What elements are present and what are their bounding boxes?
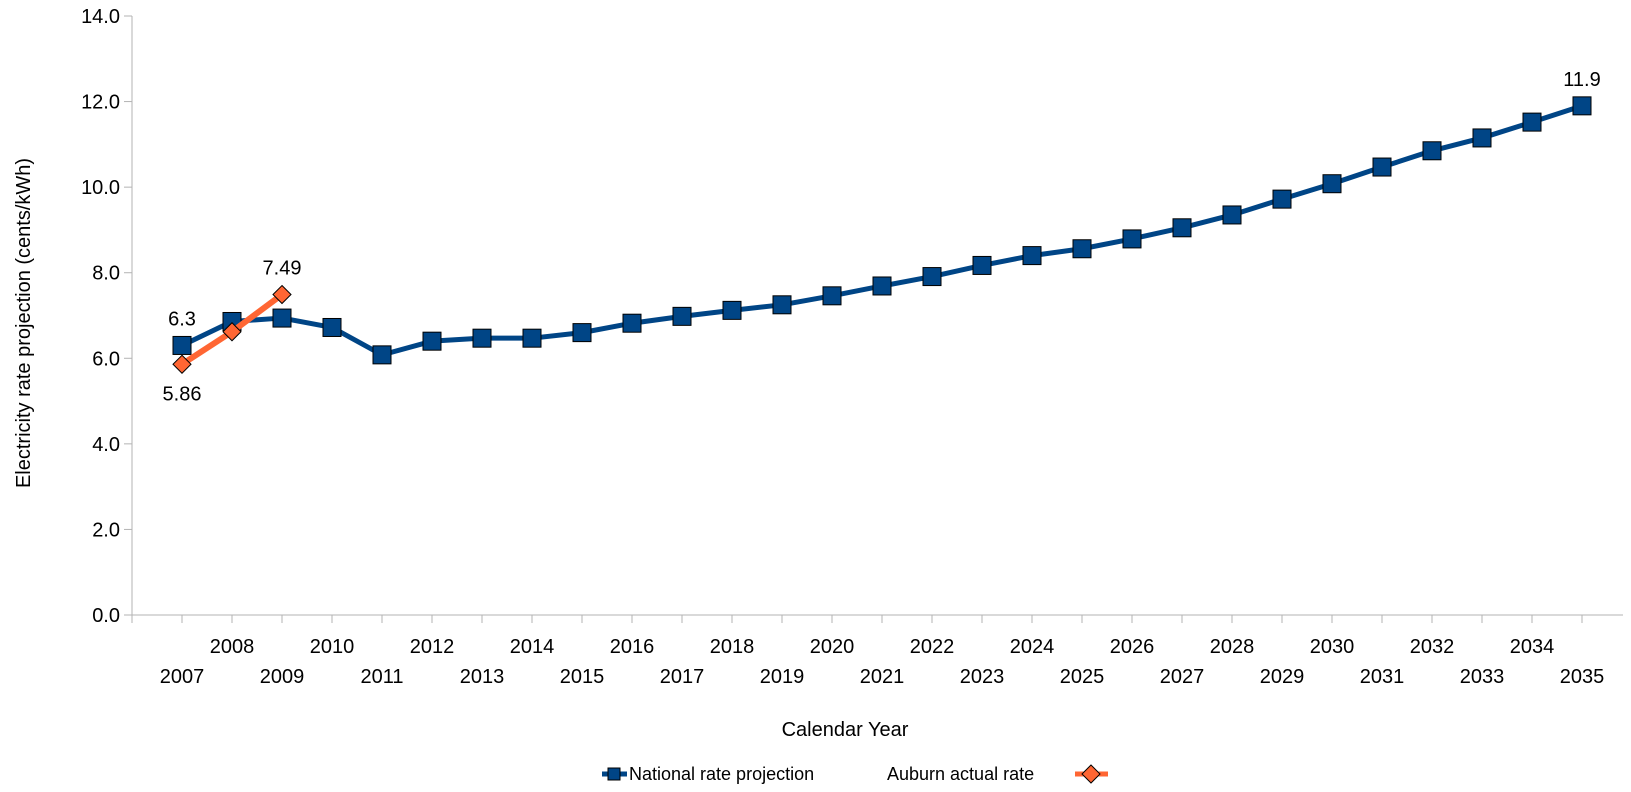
- data-label: 6.3: [168, 308, 196, 330]
- national-marker: [522, 328, 542, 348]
- national-marker: [1322, 174, 1342, 194]
- x-tick-label: 2033: [1460, 666, 1505, 688]
- national-marker: [1022, 246, 1042, 266]
- national-marker: [372, 345, 392, 365]
- x-tick-label: 2031: [1360, 666, 1405, 688]
- national-marker: [1222, 205, 1242, 225]
- legend-item-auburn: Auburn actual rate: [887, 764, 1108, 784]
- x-tick-label: 2007: [160, 666, 205, 688]
- x-tick-label: 2032: [1410, 636, 1455, 658]
- national-marker: [672, 306, 692, 326]
- y-tick-label: 14.0: [81, 6, 120, 28]
- national-marker: [1572, 96, 1592, 116]
- x-tick-label: 2021: [860, 666, 905, 688]
- national-marker: [1372, 157, 1392, 177]
- national-marker: [1172, 218, 1192, 238]
- y-axis-ticks: 0.0 2.0 4.0 6.0 8.0 10.0 12.0 14.0: [81, 6, 132, 627]
- legend-national-marker: [607, 767, 621, 781]
- national-marker: [972, 255, 992, 275]
- x-tick-label: 2028: [1210, 636, 1255, 658]
- national-marker: [872, 276, 892, 296]
- national-marker: [472, 328, 492, 348]
- data-label: 5.86: [163, 383, 202, 405]
- x-tick-label: 2016: [610, 636, 655, 658]
- x-tick-label: 2022: [910, 636, 955, 658]
- national-marker: [772, 295, 792, 315]
- auburn-marker: [222, 322, 242, 342]
- axes: [131, 16, 1623, 616]
- national-marker: [422, 331, 442, 351]
- data-label: 11.9: [1563, 69, 1600, 91]
- national-marker: [1422, 141, 1442, 161]
- x-tick-label: 2027: [1160, 666, 1205, 688]
- auburn-marker: [172, 354, 192, 374]
- x-tick-label: 2030: [1310, 636, 1355, 658]
- legend: National rate projection Auburn actual r…: [602, 764, 1108, 784]
- legend-auburn-marker: [1081, 764, 1101, 784]
- legend-national-label: National rate projection: [629, 764, 814, 784]
- national-marker: [1522, 112, 1542, 132]
- data-label: 7.49: [263, 258, 302, 280]
- x-tick-label: 2023: [960, 666, 1005, 688]
- x-tick-label: 2013: [460, 666, 505, 688]
- y-tick-label: 2.0: [92, 519, 120, 541]
- national-marker: [1072, 239, 1092, 259]
- x-tick-label: 2018: [710, 636, 755, 658]
- x-tick-label: 2025: [1060, 666, 1105, 688]
- national-marker: [822, 286, 842, 306]
- x-tick-label: 2034: [1510, 636, 1555, 658]
- x-tick-label: 2026: [1110, 636, 1155, 658]
- national-marker: [322, 317, 342, 337]
- y-axis-title: Electricity rate projection (cents/kWh): [13, 158, 35, 488]
- national-marker: [272, 308, 292, 328]
- y-tick-label: 10.0: [81, 177, 120, 199]
- national-marker: [572, 323, 592, 343]
- national-marker: [1472, 128, 1492, 148]
- x-tick-label: 2014: [510, 636, 555, 658]
- national-marker: [172, 335, 192, 355]
- x-tick-label: 2024: [1010, 636, 1055, 658]
- national-marker: [722, 300, 742, 320]
- x-tick-label: 2020: [810, 636, 855, 658]
- x-tick-label: 2035: [1560, 666, 1605, 688]
- national-marker: [922, 267, 942, 287]
- x-axis-title: Calendar Year: [782, 719, 909, 741]
- x-tick-label: 2011: [360, 666, 403, 688]
- x-tick-label: 2010: [310, 636, 355, 658]
- x-tick-label: 2015: [560, 666, 605, 688]
- series-layer: [172, 96, 1592, 374]
- series-national-line: [180, 103, 1583, 358]
- data-labels: 6.3 11.9 5.86 7.49: [163, 69, 1601, 405]
- auburn-marker: [272, 284, 292, 305]
- national-marker: [1272, 189, 1292, 209]
- y-tick-label: 0.0: [92, 605, 120, 627]
- legend-auburn-label: Auburn actual rate: [887, 764, 1034, 784]
- x-tick-label: 2017: [660, 666, 705, 688]
- y-tick-label: 4.0: [92, 434, 120, 456]
- x-tick-label: 2012: [410, 636, 455, 658]
- national-marker: [1122, 229, 1142, 249]
- x-tick-label: 2029: [1260, 666, 1305, 688]
- national-marker: [622, 313, 642, 333]
- legend-item-national: National rate projection: [602, 764, 814, 784]
- y-tick-label: 12.0: [81, 92, 120, 114]
- x-tick-label: 2009: [260, 666, 305, 688]
- y-tick-label: 6.0: [92, 348, 120, 370]
- y-tick-label: 8.0: [92, 263, 120, 285]
- x-tick-label: 2019: [760, 666, 805, 688]
- x-tick-label: 2008: [210, 636, 255, 658]
